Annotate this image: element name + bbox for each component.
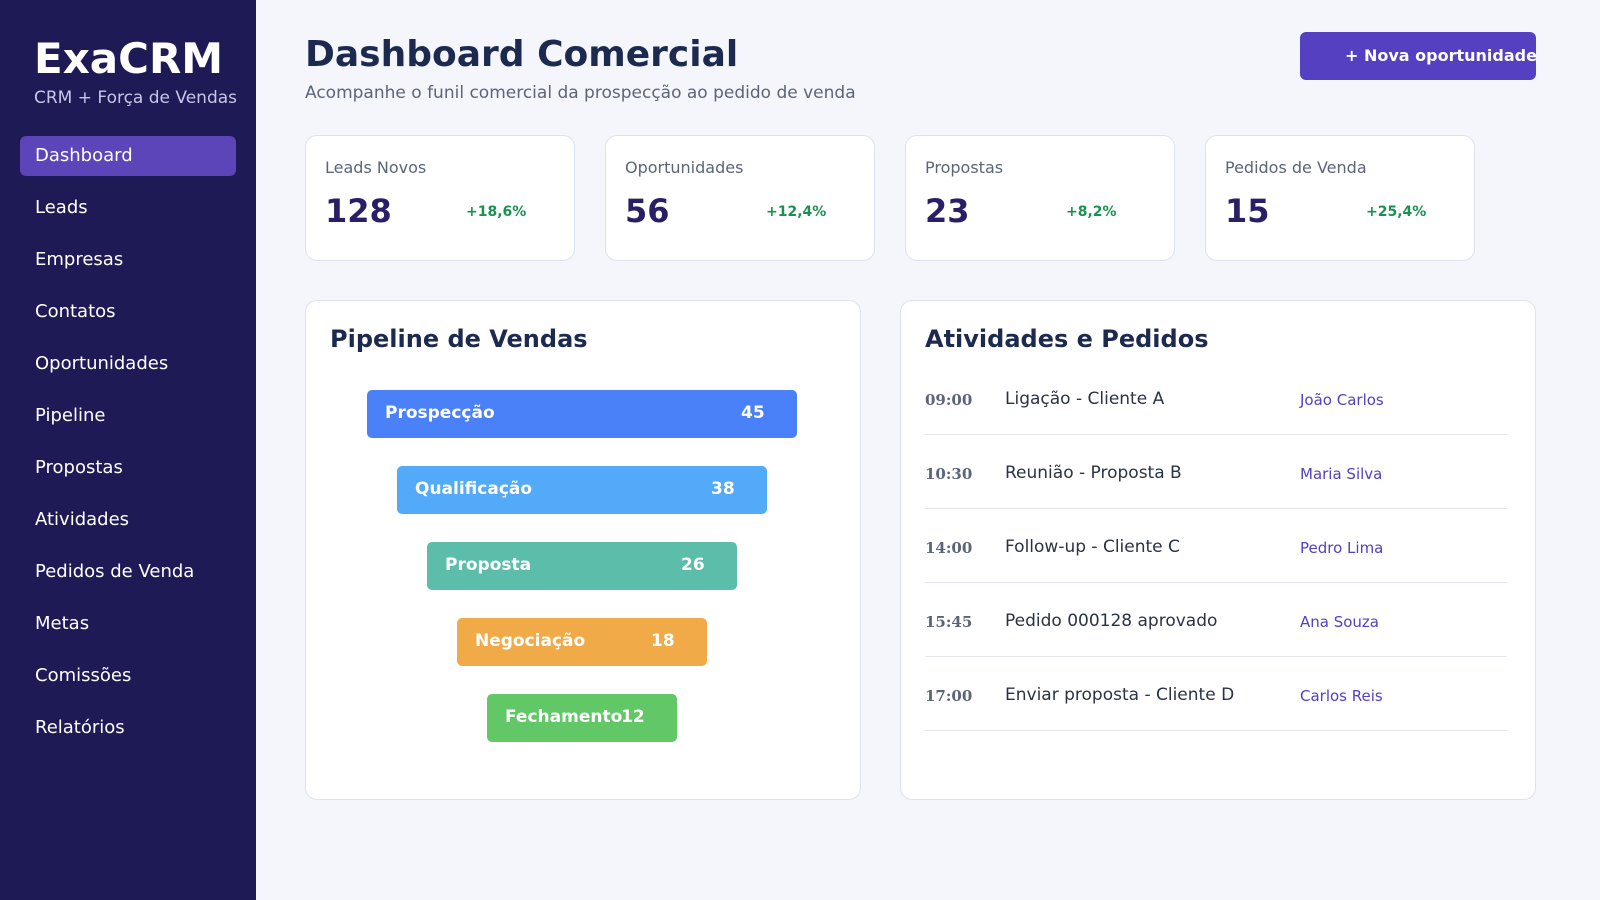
activities-title: Atividades e Pedidos [925, 325, 1209, 353]
funnel-stage[interactable]: Qualificação 38 [397, 466, 767, 514]
kpi-card: Leads Novos 128 +18,6% [305, 135, 575, 261]
row-divider [925, 434, 1507, 435]
stage-name: Qualificação [415, 479, 533, 499]
nav-item[interactable]: Oportunidades [35, 353, 169, 374]
kpi-label: Leads Novos [325, 158, 427, 177]
kpi-label: Oportunidades [625, 158, 744, 177]
nav-item[interactable]: Empresas [35, 249, 124, 270]
kpi-value: 56 [625, 192, 670, 230]
pipeline-title: Pipeline de Vendas [330, 325, 588, 353]
kpi-label: Propostas [925, 158, 1004, 177]
kpi-value: 23 [925, 192, 970, 230]
activity-owner[interactable]: João Carlos [1300, 391, 1384, 409]
new-opportunity-button[interactable]: + Nova oportunidade [1300, 32, 1536, 80]
nav-item[interactable]: Pedidos de Venda [35, 561, 195, 582]
nav-item[interactable]: Contatos [35, 301, 116, 322]
funnel-stage[interactable]: Fechamento 12 [487, 694, 677, 742]
activity-title[interactable]: Pedido 000128 aprovado [1005, 611, 1218, 631]
row-divider [925, 730, 1507, 731]
nav-item[interactable]: Dashboard [20, 136, 236, 176]
stage-name: Proposta [445, 555, 532, 575]
nav-item[interactable]: Pipeline [35, 405, 106, 426]
kpi-change: +25,4% [1366, 204, 1427, 220]
activity-owner[interactable]: Ana Souza [1300, 613, 1379, 631]
stage-count: 18 [651, 631, 675, 651]
kpi-change: +12,4% [766, 204, 827, 220]
row-divider [925, 582, 1507, 583]
kpi-label: Pedidos de Venda [1225, 158, 1367, 177]
activities-card: Atividades e Pedidos [900, 300, 1536, 800]
funnel-stage[interactable]: Negociação 18 [457, 618, 707, 666]
funnel-stage[interactable]: Prospecção 45 [367, 390, 797, 438]
activity-time: 09:00 [925, 391, 973, 409]
activity-time: 10:30 [925, 465, 973, 483]
kpi-card: Oportunidades 56 +12,4% [605, 135, 875, 261]
sidebar: ExaCRM CRM + Força de Vendas Dashboard Le… [0, 0, 256, 900]
activity-time: 17:00 [925, 687, 973, 705]
kpi-value: 128 [325, 192, 392, 230]
stage-count: 26 [681, 555, 705, 575]
stage-name: Negociação [475, 631, 586, 651]
row-divider [925, 508, 1507, 509]
brand: ExaCRM [34, 34, 224, 83]
row-divider [925, 656, 1507, 657]
nav-item[interactable]: Relatórios [35, 717, 125, 738]
stage-count: 45 [741, 403, 765, 423]
kpi-value: 15 [1225, 192, 1270, 230]
pipeline-card: Pipeline de Vendas Prospecção 45 Qualifica… [305, 300, 861, 800]
nav-item[interactable]: Propostas [35, 457, 123, 478]
activity-title[interactable]: Enviar proposta - Cliente D [1005, 685, 1235, 705]
activity-owner[interactable]: Pedro Lima [1300, 539, 1384, 557]
stage-count: 12 [621, 707, 645, 727]
activity-owner[interactable]: Carlos Reis [1300, 687, 1383, 705]
nav-item[interactable]: Comissões [35, 665, 132, 686]
funnel-stage[interactable]: Proposta 26 [427, 542, 737, 590]
tagline: CRM + Força de Vendas [34, 88, 238, 108]
kpi-change: +8,2% [1066, 204, 1117, 220]
page-subtitle: Acompanhe o funil comercial da prospecçã… [305, 83, 856, 103]
page-title: Dashboard Comercial [305, 34, 739, 75]
activity-title[interactable]: Follow-up - Cliente C [1005, 537, 1180, 557]
stage-name: Prospecção [385, 403, 495, 423]
activity-title[interactable]: Ligação - Cliente A [1005, 389, 1165, 409]
activity-owner[interactable]: Maria Silva [1300, 465, 1383, 483]
stage-name: Fechamento [505, 707, 623, 727]
activity-time: 15:45 [925, 613, 973, 631]
activity-time: 14:00 [925, 539, 973, 557]
nav-item[interactable]: Atividades [35, 509, 130, 530]
stage-count: 38 [711, 479, 735, 499]
activity-title[interactable]: Reunião - Proposta B [1005, 463, 1182, 483]
kpi-card: Pedidos de Venda 15 +25,4% [1205, 135, 1475, 261]
nav-item[interactable]: Metas [35, 613, 90, 634]
nav-item[interactable]: Leads [35, 197, 88, 218]
kpi-change: +18,6% [466, 204, 527, 220]
kpi-card: Propostas 23 +8,2% [905, 135, 1175, 261]
